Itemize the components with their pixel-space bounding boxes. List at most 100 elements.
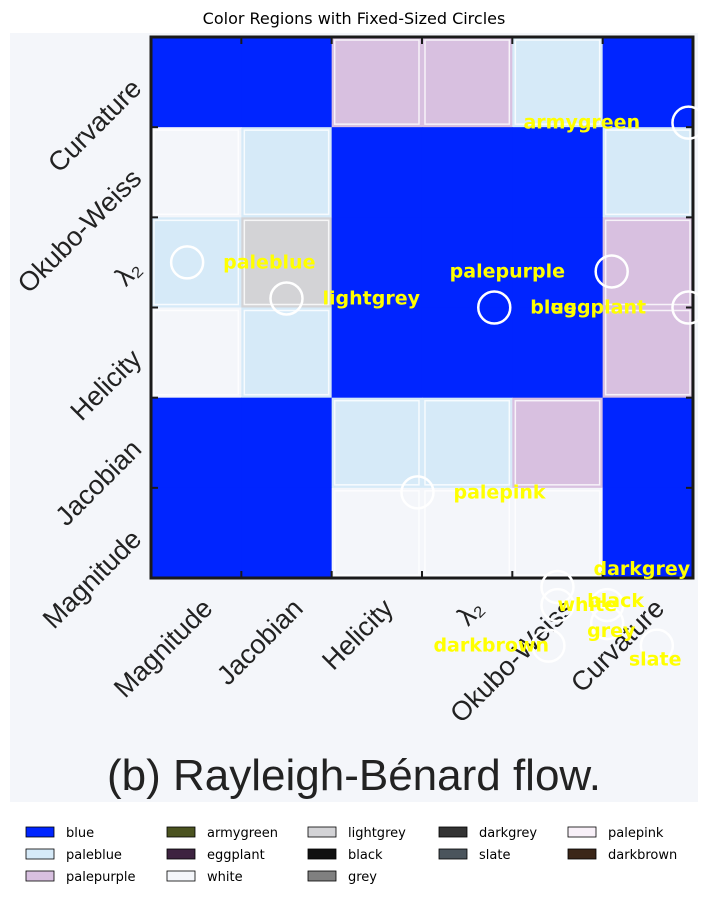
cell-inner-border (333, 490, 420, 576)
legend-label: palepurple (66, 870, 136, 885)
heatmap-cell (602, 127, 694, 218)
heatmap-cell (241, 217, 333, 309)
circle-marker (589, 587, 625, 623)
heatmap-cell (331, 127, 423, 218)
circle-marker (589, 605, 625, 641)
cell-inner-border (153, 219, 240, 306)
circle-label: slate (629, 649, 682, 671)
legend-label: paleblue (66, 848, 122, 863)
heatmap-cell (151, 217, 242, 309)
cell-inner-border (424, 490, 511, 576)
circle-marker (269, 281, 304, 316)
circle-label: palepurple (450, 260, 565, 282)
legend-label: blue (66, 826, 94, 841)
heatmap-cell (331, 397, 423, 489)
cell-inner-border (604, 219, 691, 306)
cell-inner-border (153, 129, 240, 216)
heatmap-cell (512, 127, 604, 218)
cell-inner-border (514, 399, 601, 486)
circle-marker (671, 105, 706, 140)
heatmap-cell (331, 487, 423, 579)
heatmap-cell (151, 37, 242, 128)
circle-markers (169, 105, 706, 663)
legend-swatch (166, 848, 196, 860)
circle-marker (531, 628, 566, 663)
legend-label: black (348, 848, 383, 863)
heatmap-cell (151, 307, 242, 399)
circle-marker (540, 587, 575, 623)
heatmap-cell (602, 217, 694, 309)
heatmap-cell (421, 127, 513, 218)
circle-label: darkgrey (593, 558, 690, 580)
legend-label: lightgrey (348, 826, 406, 841)
circle-labels: armygreen paleblue lightgrey palepurple blue… (223, 112, 691, 671)
heatmap-cells (151, 37, 694, 579)
circle-label: grey (587, 620, 636, 642)
circle-label: blue (530, 297, 577, 319)
cell-inner-border (243, 129, 330, 216)
figure-caption: (b) Rayleigh-Bénard flow. (107, 751, 601, 800)
legend-label: slate (479, 848, 510, 863)
cell-inner-border (514, 39, 601, 125)
legend-label: palepink (608, 826, 664, 841)
heatmap-cell (241, 487, 333, 579)
cell-inner-border (153, 309, 240, 396)
heatmap-cell (421, 307, 513, 399)
heatmap-cell (241, 397, 333, 489)
circle-label: darkbrown (433, 635, 549, 657)
circle-marker (540, 569, 575, 605)
cell-inner-border (604, 129, 691, 216)
circle-marker (671, 290, 706, 325)
circle-label: eggplant (550, 297, 646, 319)
legend-swatch (438, 826, 468, 838)
heatmap-cell (331, 37, 423, 128)
legend-swatch (166, 826, 196, 838)
heatmap-cell (151, 127, 242, 218)
heatmap-cell (602, 37, 694, 128)
cell-inner-border (604, 309, 691, 396)
cell-inner-border (333, 39, 420, 125)
legend-swatch (567, 826, 597, 838)
legend-swatch (25, 848, 55, 860)
cell-inner-border (424, 399, 511, 486)
heatmap-cell (512, 217, 604, 309)
legend-swatch (307, 848, 337, 860)
cell-inner-border (333, 399, 420, 486)
legend-swatch (307, 826, 337, 838)
heatmap-cell (151, 397, 242, 489)
heatmap-cell (602, 487, 694, 579)
heatmap-cell (421, 37, 513, 128)
circle-label: black (587, 590, 644, 612)
legend-swatch (166, 870, 196, 882)
heatmap-cell (331, 307, 423, 399)
legend-swatch (567, 848, 597, 860)
circle-label: palepink (453, 481, 545, 503)
circle-label: white (557, 594, 617, 616)
cell-inner-border (243, 219, 330, 306)
legend-swatch (307, 870, 337, 882)
heatmap-cell (512, 37, 604, 128)
heatmap-cell (602, 397, 694, 489)
legend-label: darkbrown (608, 848, 677, 863)
heatmap-cell (241, 307, 333, 399)
legend-label: armygreen (207, 826, 278, 841)
heatmap-cell (241, 37, 333, 128)
circle-marker (477, 290, 512, 325)
legend-swatch (25, 826, 55, 838)
cell-inner-border (424, 39, 511, 125)
heatmap-cell (421, 487, 513, 579)
chart-title: Color Regions with Fixed-Sized Circles (203, 9, 506, 28)
heatmap-cell (421, 397, 513, 489)
circle-label: lightgrey (322, 287, 420, 309)
legend: blue paleblue palepurple armygreen eggplant w… (25, 826, 677, 885)
cell-inner-border (514, 490, 601, 576)
circle-marker (639, 628, 675, 663)
legend-label: darkgrey (479, 826, 537, 841)
circle-marker (594, 254, 629, 289)
heatmap-cell (151, 487, 242, 579)
circle-marker (400, 475, 435, 510)
cell-inner-border (243, 309, 330, 396)
legend-swatch (438, 848, 468, 860)
heatmap-cell (512, 487, 604, 579)
